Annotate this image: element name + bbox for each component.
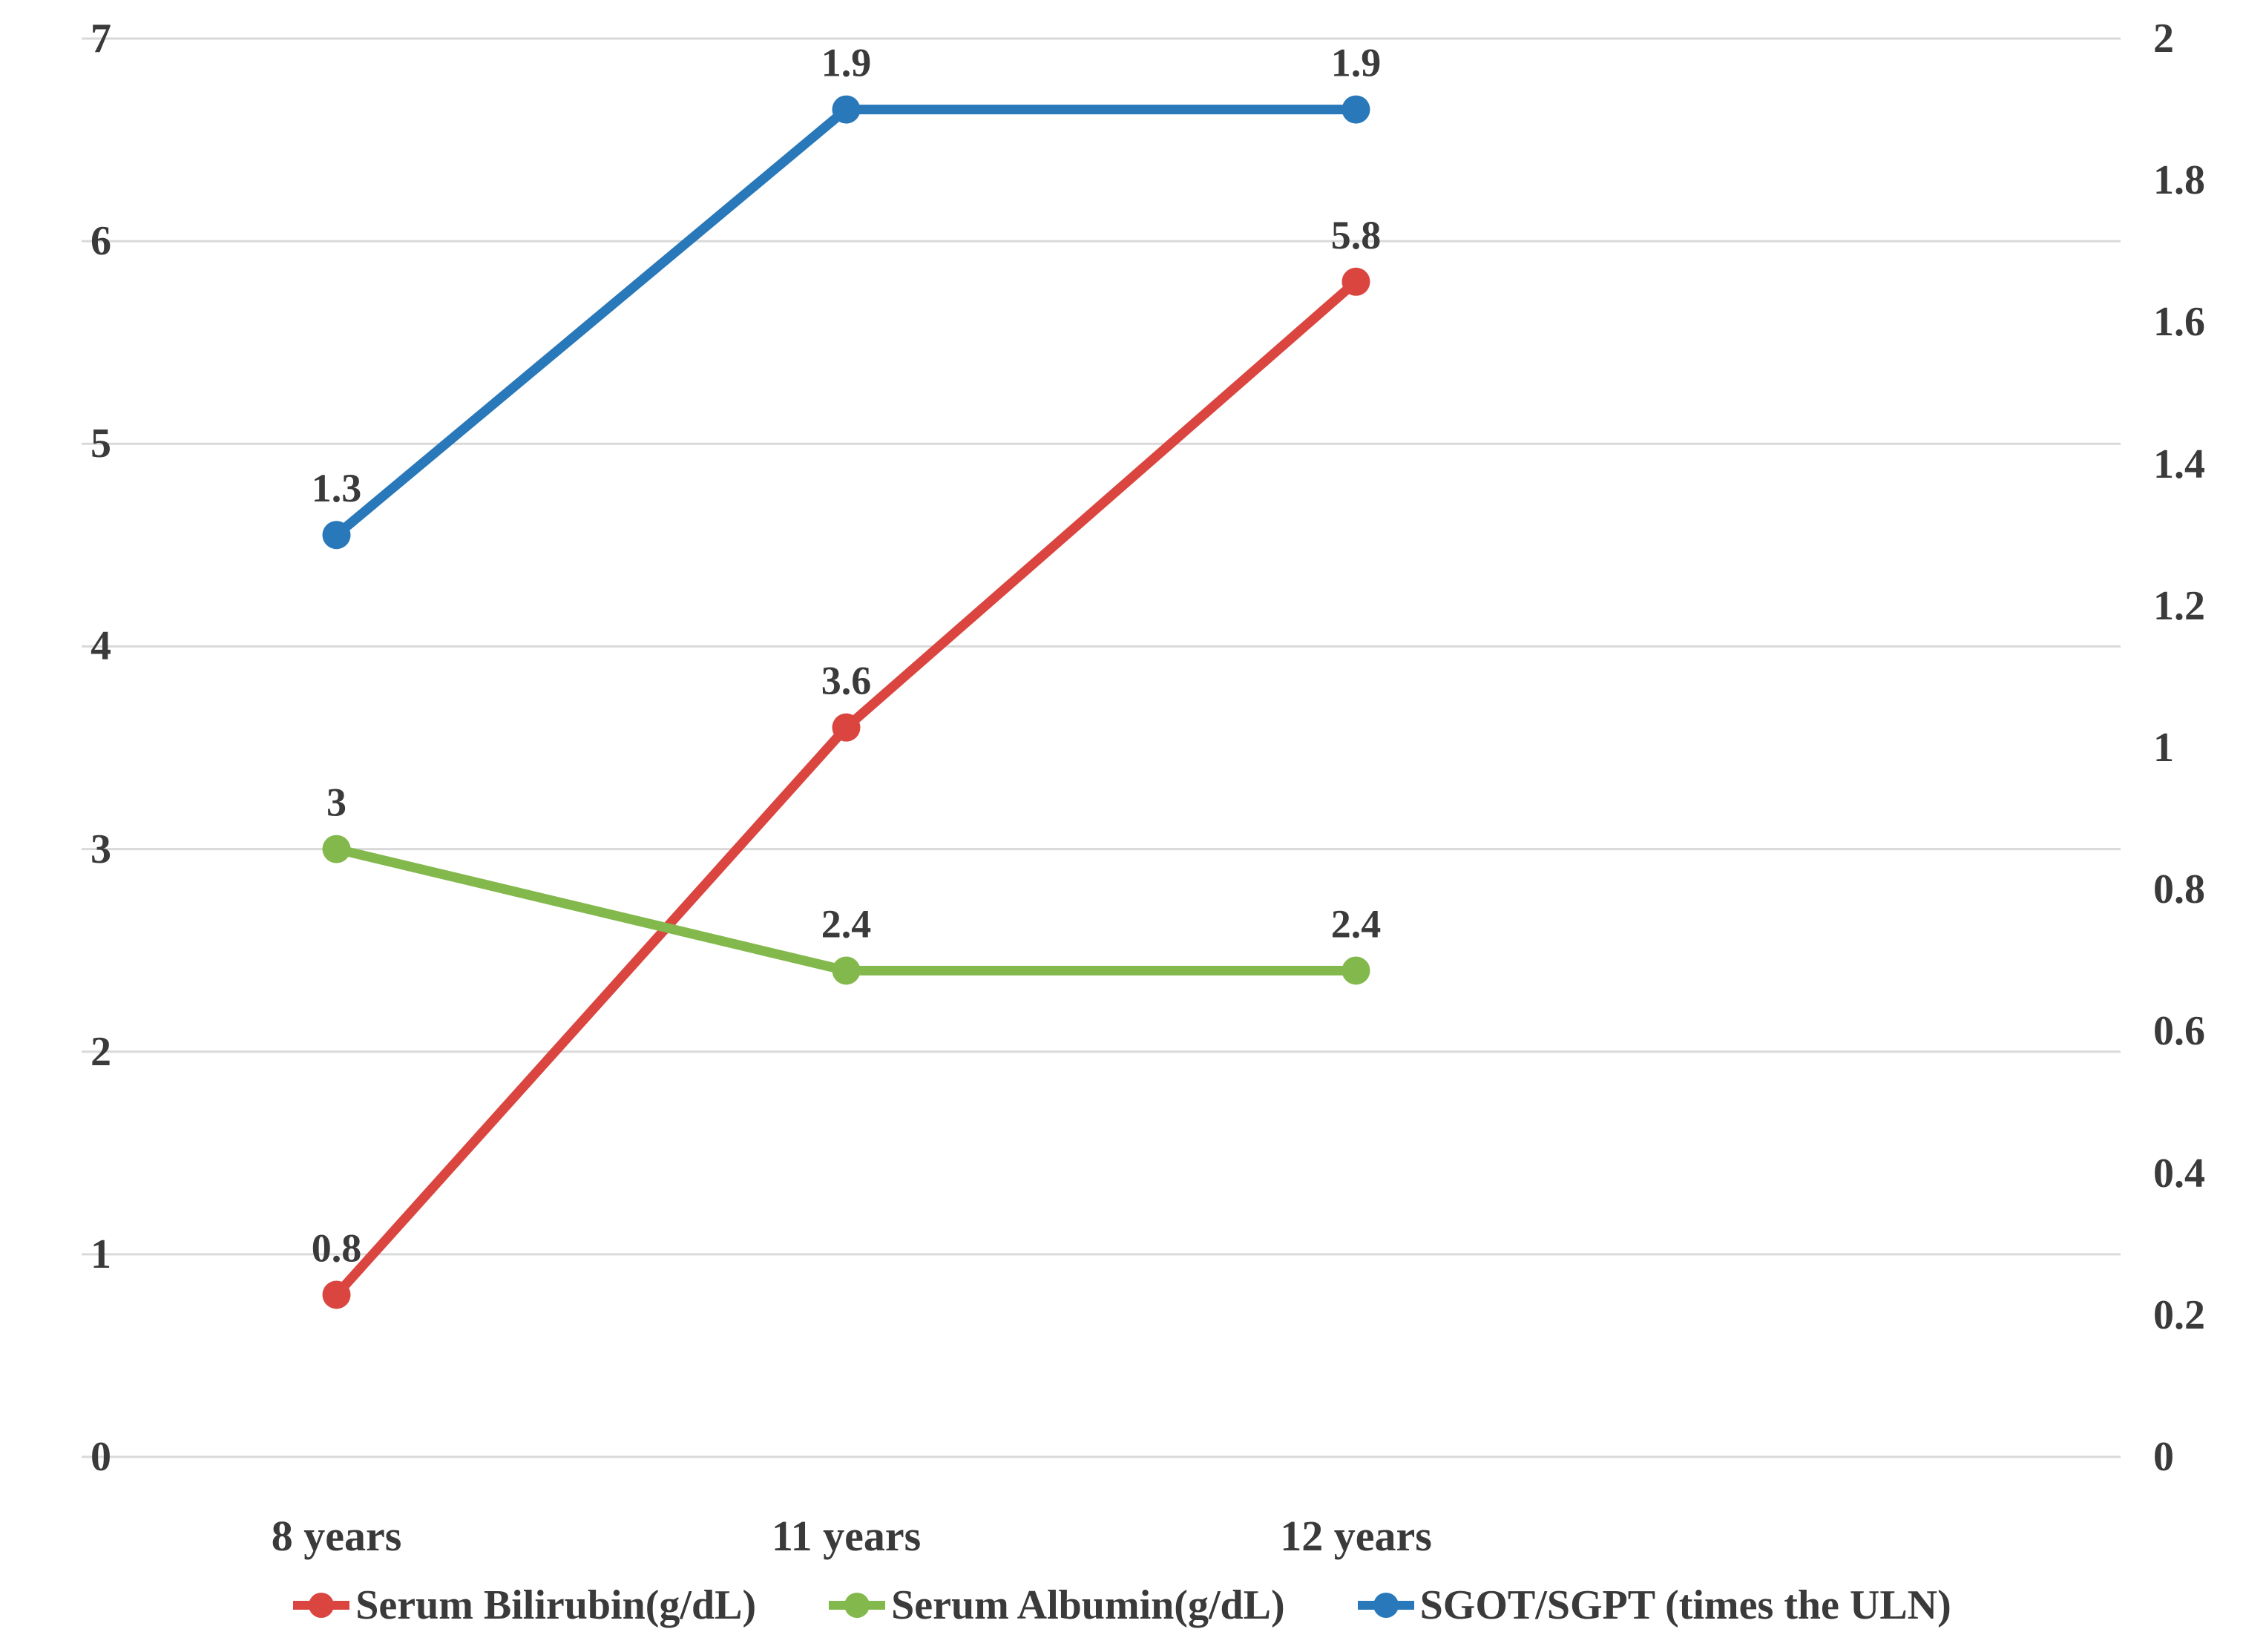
left-axis-tick: 4	[91, 623, 111, 670]
data-label: 3.6	[821, 659, 872, 703]
data-point-sgot-sgpt-times-the-uln	[1341, 95, 1370, 124]
legend-item-serum-albumin-g-dl: Serum Albumin(g/dL)	[827, 1584, 1285, 1626]
right-axis-tick: 0.4	[2153, 1150, 2205, 1197]
left-axis-tick: 5	[91, 421, 111, 467]
data-label: 0.8	[312, 1225, 362, 1270]
legend-item-sgot-sgpt-times-the-uln: SGOT/SGPT (times the ULN)	[1356, 1584, 1951, 1626]
data-label: 2.4	[821, 901, 872, 946]
right-axis-tick: 0.2	[2153, 1291, 2205, 1338]
right-axis-tick: 1	[2153, 725, 2174, 771]
left-axis-tick: 0	[91, 1434, 111, 1480]
left-axis-tick: 3	[91, 826, 111, 872]
data-label: 1.9	[1331, 41, 1382, 85]
legend-label: Serum Bilirubin(g/dL)	[355, 1582, 757, 1628]
legend-marker-icon	[1357, 1593, 1414, 1618]
x-axis-label: 11 years	[771, 1512, 922, 1560]
left-axis-tick: 2	[91, 1028, 111, 1075]
data-point-serum-albumin-g-dl	[832, 956, 861, 985]
data-point-serum-bilirubin-g-dl	[832, 713, 861, 742]
left-axis-tick: 6	[91, 218, 111, 265]
legend-marker-icon	[829, 1593, 886, 1618]
data-label: 1.9	[821, 41, 872, 85]
series-line-sgot-sgpt-times-the-uln	[332, 105, 1361, 540]
right-axis-tick: 1.8	[2153, 157, 2205, 204]
data-point-serum-bilirubin-g-dl	[322, 1280, 351, 1309]
right-axis-tick: 1.2	[2153, 582, 2205, 629]
legend-item-serum-bilirubin-g-dl: Serum Bilirubin(g/dL)	[292, 1584, 756, 1626]
legend-marker-icon	[293, 1593, 350, 1618]
data-point-serum-bilirubin-g-dl	[1341, 267, 1370, 296]
legend: Serum Bilirubin(g/dL) Serum Albumin(g/dL)…	[0, 1576, 2243, 1635]
x-axis-label: 8 years	[271, 1512, 402, 1560]
legend-label: SGOT/SGPT (times the ULN)	[1419, 1582, 1951, 1628]
data-point-serum-albumin-g-dl	[1341, 956, 1370, 985]
x-axis-label: 12 years	[1280, 1512, 1432, 1560]
data-label: 2.4	[1331, 901, 1382, 946]
legend-label: Serum Albumin(g/dL)	[891, 1582, 1285, 1628]
data-point-serum-albumin-g-dl	[322, 835, 351, 863]
data-label: 5.8	[1331, 213, 1382, 257]
right-axis-tick: 2	[2153, 16, 2174, 62]
data-label: 3	[326, 780, 347, 825]
right-axis-tick: 1.6	[2153, 299, 2205, 346]
right-axis-tick: 0	[2153, 1434, 2174, 1480]
right-axis-tick: 1.4	[2153, 441, 2205, 487]
right-axis-tick: 0.6	[2153, 1008, 2205, 1055]
data-point-sgot-sgpt-times-the-uln	[832, 95, 861, 124]
left-axis-tick: 1	[91, 1231, 111, 1277]
data-label: 1.3	[312, 466, 362, 510]
series-line-serum-bilirubin-g-dl	[332, 277, 1361, 1300]
left-axis-tick: 7	[91, 16, 111, 62]
data-point-sgot-sgpt-times-the-uln	[322, 521, 351, 550]
right-axis-tick: 0.8	[2153, 866, 2205, 913]
